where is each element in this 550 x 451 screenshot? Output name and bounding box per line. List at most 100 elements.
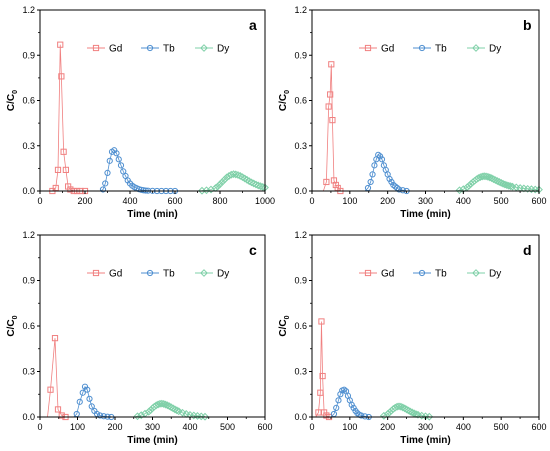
plot-frame	[39, 234, 266, 418]
x-tick-label: 200	[77, 196, 92, 206]
data-point-dy	[406, 407, 415, 416]
legend-item-tb: Tb	[141, 269, 175, 280]
legend: Gd Tb Dy	[359, 269, 501, 280]
legend-marker-dy	[200, 44, 208, 52]
legend-label: Gd	[109, 44, 122, 55]
data-point-dy	[231, 170, 240, 179]
series-tb	[330, 386, 372, 421]
data-point-gd	[51, 335, 59, 342]
y-tick-label: 0.9	[22, 276, 35, 286]
data-point-dy	[474, 174, 483, 182]
series-gd	[322, 61, 344, 195]
series-gd	[315, 318, 333, 421]
data-point-tb	[106, 157, 113, 164]
legend-label: Dy	[217, 269, 229, 280]
data-point-tb	[102, 180, 109, 187]
legend-item-dy: Dy	[467, 269, 501, 280]
legend-label: Gd	[381, 44, 394, 55]
legend-label: Dy	[217, 44, 229, 55]
x-tick-label: 0	[309, 422, 314, 432]
x-tick-label: 600	[257, 422, 272, 432]
data-point-dy	[501, 180, 509, 189]
x-tick-label: 800	[212, 196, 227, 206]
legend-marker-tb	[146, 269, 154, 277]
data-point-gd	[330, 177, 338, 184]
legend-marker-tb	[146, 44, 154, 52]
panel-d: 0 100 200 300 400 500 600 0.0 0.3 0.6 0.9 1.2 Time (…	[278, 230, 547, 446]
data-point-dy	[165, 402, 174, 411]
series-gd	[47, 335, 69, 421]
x-tick-label: 200	[107, 422, 122, 432]
series-dy	[197, 170, 269, 195]
data-point-tb	[84, 386, 91, 393]
data-point-gd	[58, 73, 65, 80]
data-point-tb	[88, 403, 95, 410]
data-point-tb	[100, 413, 107, 420]
legend-label: Tb	[163, 269, 175, 280]
legend-item-tb: Tb	[413, 44, 447, 55]
y-tick-label: 0.6	[294, 96, 307, 106]
legend-item-dy: Dy	[467, 44, 501, 55]
legend-label: Dy	[489, 44, 501, 55]
legend-item-tb: Tb	[413, 269, 447, 280]
data-point-dy	[400, 404, 409, 413]
panel-label: b	[523, 17, 532, 33]
data-point-dy	[385, 408, 394, 417]
y-axis-label: C/C0	[6, 315, 19, 336]
x-axis-label: Time (min)	[400, 435, 450, 446]
data-point-dy	[222, 173, 231, 182]
y-tick-label: 0.6	[294, 321, 307, 331]
data-point-dy	[489, 175, 498, 184]
y-tick-label: 0.3	[294, 141, 307, 151]
data-point-gd	[47, 386, 54, 393]
y-tick-label: 0.9	[22, 50, 35, 60]
y-tick-label: 0.0	[294, 186, 307, 196]
x-tick-label: 0	[309, 196, 314, 206]
data-point-tb	[371, 162, 378, 169]
legend-item-gd: Gd	[87, 44, 122, 55]
panel-b: 0 100 200 300 400 500 600 0.0 0.3 0.6 0.9 1.2 Time (…	[278, 5, 547, 220]
panel-label: d	[523, 242, 532, 258]
data-point-dy	[491, 176, 500, 185]
panel-c: 0 100 200 300 400 500 600 0.0 0.3 0.6 0.9 1.2 Time (…	[6, 230, 273, 446]
y-tick-label: 0.3	[22, 141, 35, 151]
plot-frame	[311, 234, 540, 418]
data-point-tb	[115, 156, 122, 163]
legend-label: Gd	[381, 269, 394, 280]
data-point-dy	[408, 408, 417, 417]
series-line-tb	[100, 149, 175, 192]
data-point-dy	[497, 178, 506, 187]
data-point-gd	[328, 61, 335, 68]
data-point-dy	[425, 412, 434, 421]
legend-marker-tb	[418, 44, 426, 52]
legend-label: Tb	[163, 44, 175, 55]
x-tick-label: 300	[145, 422, 160, 432]
x-tick-label: 400	[456, 422, 471, 432]
data-point-dy	[220, 175, 229, 184]
legend-marker-gd	[92, 44, 100, 52]
x-tick-label: 300	[418, 422, 433, 432]
legend-marker-dy	[472, 269, 480, 277]
legend-marker-tb	[418, 269, 426, 277]
x-tick-label: 400	[456, 196, 471, 206]
series-line-tb	[73, 385, 112, 418]
data-point-tb	[361, 413, 369, 420]
data-point-dy	[404, 406, 413, 415]
series-line-gd	[40, 44, 85, 192]
data-point-dy	[171, 405, 179, 414]
data-point-dy	[245, 177, 254, 186]
legend: Gd Tb Dy	[87, 269, 229, 280]
data-point-dy	[379, 411, 388, 420]
data-point-dy	[506, 182, 515, 191]
legend-item-tb: Tb	[141, 44, 175, 55]
x-tick-label: 600	[167, 196, 182, 206]
data-point-dy	[137, 411, 146, 420]
data-point-gd	[319, 372, 326, 380]
data-point-tb	[140, 187, 147, 194]
data-point-dy	[172, 406, 181, 415]
data-point-gd	[67, 186, 74, 193]
data-point-gd	[60, 148, 67, 155]
data-point-dy	[218, 178, 227, 186]
data-point-gd	[54, 166, 62, 173]
